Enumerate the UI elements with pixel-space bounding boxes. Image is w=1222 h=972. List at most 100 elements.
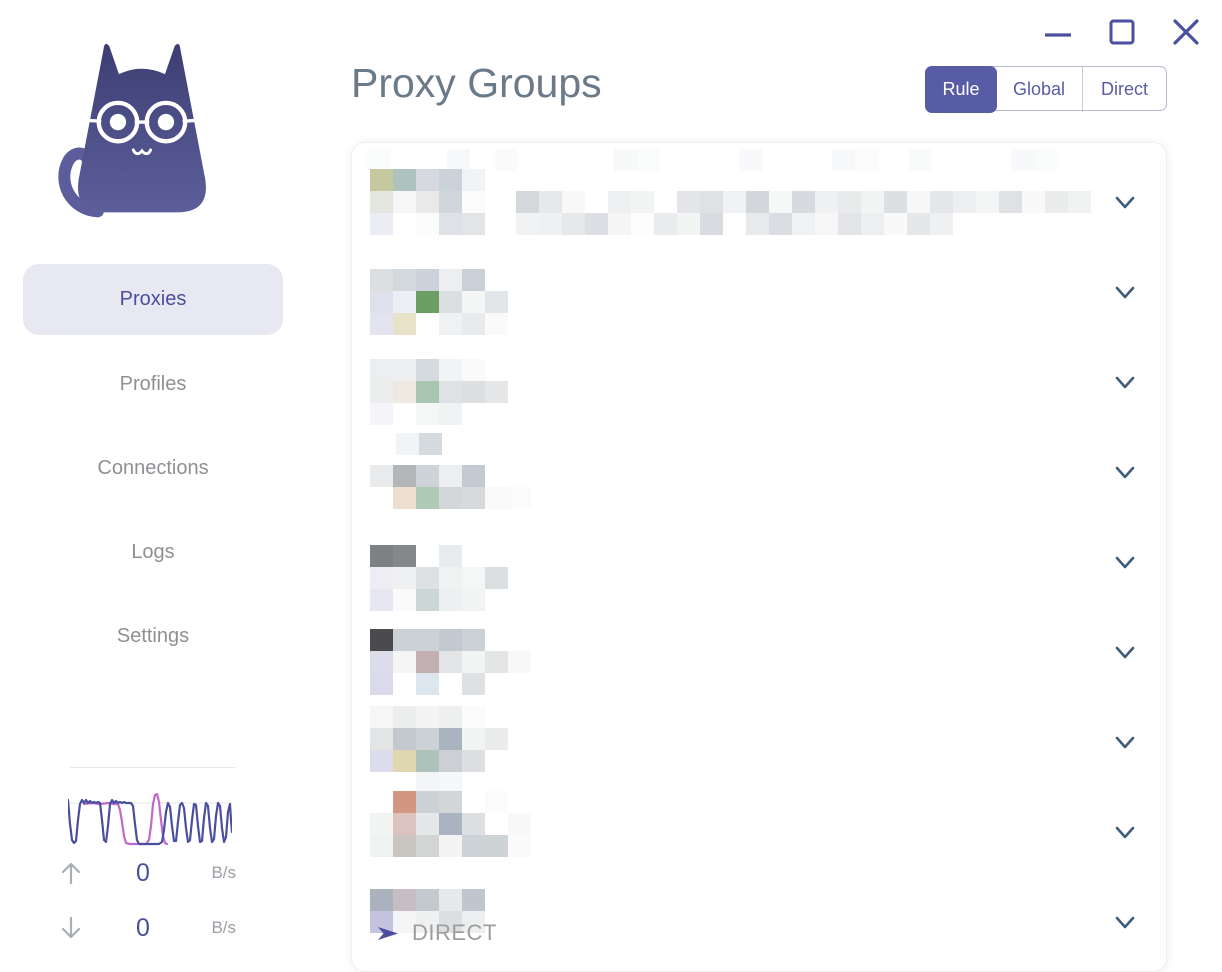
mosaic-cell (416, 403, 439, 425)
mosaic-cell (999, 191, 1022, 213)
chevron-down-icon[interactable] (1115, 286, 1135, 300)
mosaic-cell (861, 213, 884, 235)
mosaic-cell (416, 772, 439, 794)
mosaic-cell (370, 269, 393, 291)
mosaic-cell (792, 213, 815, 235)
mosaic-cell (393, 911, 416, 933)
mosaic-cell (370, 911, 393, 933)
mosaic-cell (416, 791, 439, 813)
mosaic-cell (539, 213, 562, 235)
chevron-down-icon[interactable] (1115, 466, 1135, 480)
censored-mosaic (516, 213, 953, 235)
censored-mosaic (370, 291, 508, 313)
mosaic-cell (439, 791, 462, 813)
chevron-down-icon[interactable] (1115, 646, 1135, 660)
mosaic-cell (416, 911, 439, 933)
mosaic-cell (1068, 191, 1091, 213)
mosaic-cell (485, 313, 508, 335)
mosaic-cell (485, 291, 508, 313)
mosaic-cell (370, 169, 393, 191)
mosaic-cell (439, 169, 462, 191)
mosaic-cell (416, 213, 439, 235)
sidebar-item-settings[interactable]: Settings (23, 601, 283, 672)
mosaic-cell (723, 213, 746, 235)
mosaic-cell (393, 629, 416, 651)
mosaic-cell (439, 629, 462, 651)
mosaic-cell (370, 706, 393, 728)
mosaic-cell (370, 291, 393, 313)
mosaic-cell (462, 313, 485, 335)
cat-tail (58, 147, 104, 218)
mosaic-cell (930, 213, 953, 235)
mosaic-cell (393, 791, 416, 813)
censored-mosaic (370, 359, 485, 381)
mosaic-cell (370, 313, 393, 335)
mosaic-cell (1045, 191, 1068, 213)
mosaic-cell (462, 359, 485, 381)
mosaic-cell (393, 359, 416, 381)
censored-mosaic (370, 465, 485, 487)
selected-proxy-direct[interactable]: DIRECT (377, 919, 497, 947)
chevron-down-icon[interactable] (1115, 736, 1135, 750)
mosaic-cell (508, 487, 531, 509)
mosaic-cell (393, 728, 416, 750)
chevron-down-icon[interactable] (1115, 556, 1135, 570)
mosaic-cell (884, 191, 907, 213)
censored-mosaic (516, 191, 1091, 213)
close-icon[interactable] (1172, 18, 1200, 46)
mosaic-cell (485, 567, 508, 589)
mosaic-cell (585, 213, 608, 235)
mosaic-cell (393, 191, 416, 213)
sidebar-item-profiles[interactable]: Profiles (23, 349, 283, 420)
chevron-down-icon[interactable] (1115, 916, 1135, 930)
download-speed-value: 0 (136, 913, 150, 942)
mosaic-cell (393, 889, 416, 911)
chevron-down-icon[interactable] (1115, 196, 1135, 210)
mosaic-cell (439, 487, 462, 509)
mosaic-cell (439, 381, 462, 403)
mode-global-button[interactable]: Global (996, 67, 1082, 112)
censored-mosaic (370, 889, 485, 911)
censored-mosaic (393, 791, 508, 813)
censored-mosaic (370, 269, 485, 291)
mosaic-cell (485, 835, 508, 857)
censored-mosaic (370, 567, 508, 589)
mosaic-cell (439, 673, 462, 695)
mosaic-cell (746, 191, 769, 213)
mosaic-cell (654, 213, 677, 235)
mosaic-cell (370, 465, 393, 487)
mosaic-cell (370, 567, 393, 589)
mode-rule-button[interactable]: Rule (925, 66, 997, 113)
mosaic-cell (907, 191, 930, 213)
mosaic-cell (370, 359, 393, 381)
chevron-down-icon[interactable] (1115, 826, 1135, 840)
sidebar-item-logs[interactable]: Logs (23, 517, 283, 588)
censored-mosaic (370, 706, 485, 728)
mosaic-cell (370, 813, 393, 835)
chevron-down-icon[interactable] (1115, 376, 1135, 390)
minimize-icon[interactable] (1044, 18, 1072, 46)
mosaic-cell (769, 213, 792, 235)
mosaic-cell (439, 403, 462, 425)
mosaic-cell (439, 911, 462, 933)
mode-direct-button[interactable]: Direct (1082, 67, 1166, 112)
sidebar-item-connections[interactable]: Connections (23, 433, 283, 504)
sidebar-item-proxies[interactable]: Proxies (23, 264, 283, 335)
mosaic-cell (416, 651, 439, 673)
arrow-up-icon (61, 862, 81, 885)
mosaic-cell (393, 381, 416, 403)
maximize-icon[interactable] (1108, 18, 1136, 46)
mosaic-cell (677, 213, 700, 235)
mosaic-cell (419, 433, 442, 455)
mosaic-cell (631, 213, 654, 235)
mosaic-cell (393, 487, 416, 509)
censored-mosaic (370, 169, 485, 191)
mosaic-cell (462, 465, 485, 487)
mosaic-cell (508, 813, 531, 835)
censored-mosaic (370, 191, 485, 213)
nav-label: Connections (97, 457, 209, 479)
censored-mosaic (370, 313, 508, 335)
mosaic-cell (416, 835, 439, 857)
mosaic-cell (953, 191, 976, 213)
mosaic-cell (907, 213, 930, 235)
